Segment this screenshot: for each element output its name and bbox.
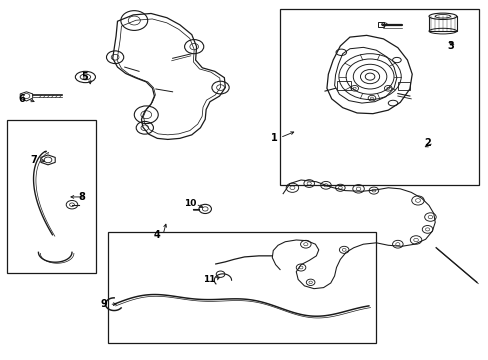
Bar [377,22,384,27]
Ellipse shape [428,13,456,19]
Bar [280,9,478,185]
Text: 9: 9 [100,299,107,309]
Text: 2: 2 [424,138,430,148]
Bar [336,81,350,90]
Bar [397,82,409,90]
Text: 5: 5 [81,72,88,82]
Text: 6: 6 [19,94,25,104]
Text: 11: 11 [203,275,215,284]
Text: 4: 4 [154,230,161,240]
Text: 3: 3 [446,41,453,51]
Text: 8: 8 [78,192,85,202]
Text: 10: 10 [183,199,196,208]
Bar [428,16,456,31]
Bar [7,120,96,274]
Text: 7: 7 [30,154,37,165]
Bar [108,232,376,343]
Text: 1: 1 [270,133,277,143]
